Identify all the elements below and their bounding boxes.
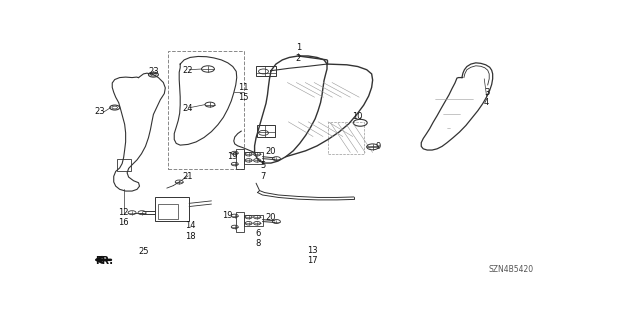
Bar xyxy=(236,149,244,169)
Text: 12
16: 12 16 xyxy=(118,208,129,227)
Text: 23: 23 xyxy=(148,67,159,76)
Bar xyxy=(256,66,276,76)
Text: 21: 21 xyxy=(183,172,193,181)
Text: 6
8: 6 8 xyxy=(255,229,260,248)
Text: 19: 19 xyxy=(227,152,238,161)
Text: 23: 23 xyxy=(95,108,105,116)
Text: 11
15: 11 15 xyxy=(239,83,249,102)
Bar xyxy=(158,204,178,219)
Text: 3
4: 3 4 xyxy=(484,87,490,107)
Bar xyxy=(244,152,262,164)
Bar xyxy=(156,197,189,220)
Bar xyxy=(328,122,364,154)
Text: 5
7: 5 7 xyxy=(260,161,265,181)
Text: 9: 9 xyxy=(376,142,381,151)
Text: 14
18: 14 18 xyxy=(186,221,196,241)
Text: 24: 24 xyxy=(183,104,193,113)
Bar xyxy=(257,125,275,137)
Bar xyxy=(168,51,244,169)
Bar xyxy=(244,215,262,226)
Bar xyxy=(236,212,244,232)
Text: SZN4B5420: SZN4B5420 xyxy=(489,265,534,274)
Text: 13
17: 13 17 xyxy=(307,246,317,265)
Text: 20: 20 xyxy=(266,147,276,156)
Text: 1
2: 1 2 xyxy=(296,43,301,63)
Bar xyxy=(117,159,131,171)
Text: FR.: FR. xyxy=(95,256,113,266)
Text: 19: 19 xyxy=(223,211,233,220)
Text: 20: 20 xyxy=(266,213,276,222)
Text: 25: 25 xyxy=(138,248,148,256)
Text: 22: 22 xyxy=(183,66,193,75)
Text: 10: 10 xyxy=(353,112,363,122)
